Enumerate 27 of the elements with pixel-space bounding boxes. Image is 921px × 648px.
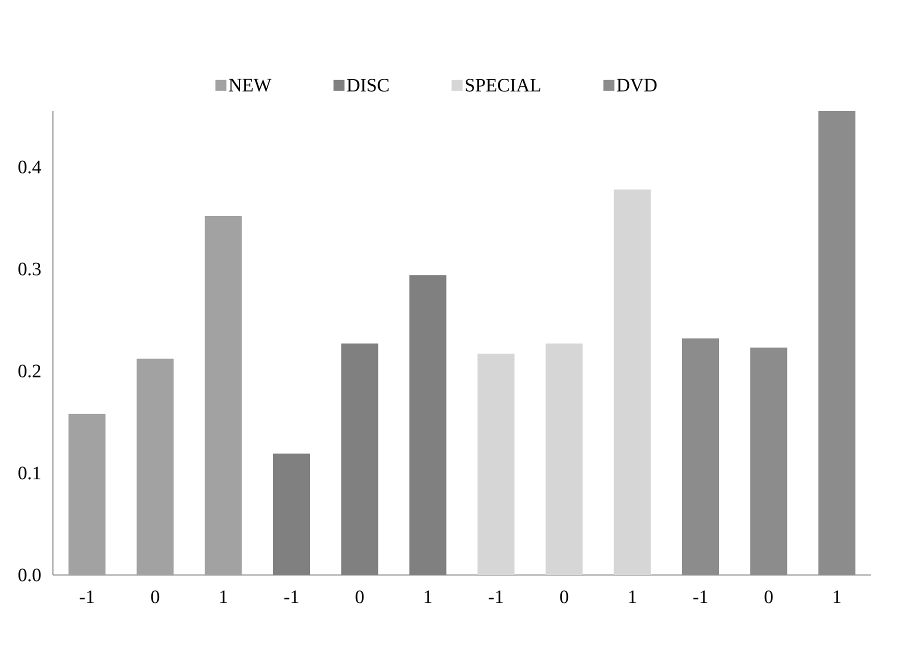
legend-label: NEW: [228, 78, 272, 92]
x-tick-label: 1: [220, 590, 227, 604]
x-tick-label: 0: [560, 590, 568, 604]
y-tick-label: 0.0: [18, 568, 41, 582]
legend-label: DISC: [347, 78, 389, 92]
y-tick-label: 0.3: [18, 262, 41, 276]
x-tick-label: 1: [629, 590, 636, 604]
y-tick-label: 0.4: [18, 160, 42, 174]
bar: [614, 190, 651, 575]
x-tick-label: 0: [356, 590, 364, 604]
bar: [546, 344, 583, 575]
bar: [478, 354, 515, 575]
y-tick-label: 0.2: [18, 364, 40, 378]
x-tick-label: -1: [693, 590, 708, 604]
legend-label: DVD: [616, 78, 657, 92]
x-tick-label: 1: [424, 590, 432, 604]
x-tick-label: -1: [284, 590, 298, 604]
x-tick-label: 0: [764, 590, 773, 604]
bar: [136, 358, 174, 575]
bar: [68, 414, 106, 575]
x-tick-label: 0: [151, 590, 160, 604]
x-tick-label: 1: [834, 590, 840, 604]
x-tick-label: -1: [80, 590, 94, 604]
bar: [204, 216, 242, 575]
legend-label: SPECIAL: [466, 78, 540, 92]
y-tick-label: 0.1: [18, 466, 40, 480]
x-tick-label: -1: [488, 590, 503, 604]
